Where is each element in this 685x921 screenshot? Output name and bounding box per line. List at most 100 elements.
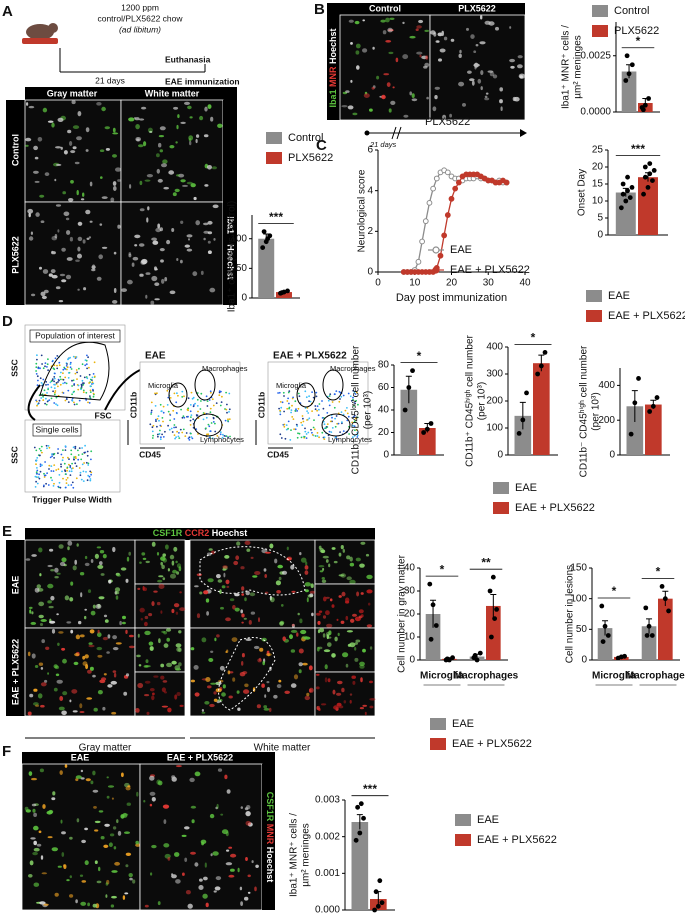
flow-event — [70, 484, 73, 486]
flow-event — [53, 457, 55, 459]
cell-speck — [161, 564, 165, 570]
cell-speck — [244, 540, 251, 546]
flow-event — [92, 392, 95, 395]
panel-label: B — [314, 1, 325, 18]
label: SSC — [9, 359, 19, 376]
cell-speck — [366, 624, 373, 628]
cell-speck — [207, 685, 212, 689]
flow-event — [209, 407, 212, 410]
cell-speck — [259, 647, 264, 652]
cell-speck — [116, 574, 121, 577]
bar — [400, 389, 418, 455]
flow-event — [90, 458, 92, 461]
flow-event — [79, 375, 82, 377]
flow-event — [226, 411, 228, 414]
cell-speck — [215, 876, 222, 881]
flow-event — [51, 378, 54, 380]
cell-speck — [290, 683, 297, 688]
cell-speck — [425, 55, 429, 60]
flow-event — [355, 391, 358, 394]
cell-speck — [204, 701, 210, 705]
cell-speck — [437, 32, 443, 37]
cell-speck — [101, 196, 108, 200]
flow-event — [84, 444, 86, 447]
cell-speck — [469, 78, 475, 82]
cell-speck — [325, 596, 330, 599]
flow-event — [45, 444, 48, 447]
data-point — [490, 574, 496, 580]
cell-speck — [39, 768, 45, 773]
data-point — [428, 636, 434, 642]
cell-speck — [112, 132, 119, 135]
flow-event — [288, 390, 291, 392]
cell-speck — [265, 653, 272, 657]
flow-event — [83, 451, 86, 454]
flow-event — [340, 395, 343, 398]
flow-event — [83, 376, 86, 379]
cell-speck — [322, 615, 327, 619]
cell-speck — [416, 51, 423, 55]
flow-event — [167, 424, 170, 427]
cell-speck — [54, 178, 57, 182]
cell-speck — [65, 217, 70, 221]
cell-speck — [86, 697, 93, 700]
label: Microglia — [276, 381, 307, 390]
flow-event — [80, 478, 83, 481]
cell-speck — [48, 605, 54, 609]
cell-speck — [125, 673, 130, 677]
cell-speck — [173, 603, 180, 608]
flow-event — [209, 430, 212, 432]
cell-speck — [106, 776, 109, 779]
cell-speck — [77, 288, 80, 291]
cell-speck — [113, 186, 117, 191]
cell-speck — [85, 778, 91, 782]
flow-event — [312, 426, 315, 429]
cell-speck — [51, 122, 55, 128]
cell-speck — [319, 628, 325, 633]
cell-speck — [360, 592, 364, 595]
cell-speck — [269, 543, 274, 549]
data-point — [353, 837, 359, 843]
flow-event — [328, 404, 331, 407]
cell-speck — [409, 35, 416, 39]
flow-event — [71, 400, 74, 402]
flow-event — [353, 414, 356, 417]
cell-speck — [323, 596, 327, 602]
flow-event — [67, 401, 70, 403]
flow-event — [342, 394, 345, 397]
flow-event — [60, 371, 62, 374]
flow-event — [68, 470, 71, 473]
flow-event — [89, 395, 91, 397]
cell-speck — [162, 159, 168, 164]
cell-speck — [324, 664, 328, 670]
cell-speck — [128, 645, 135, 649]
flow-event — [67, 389, 70, 392]
stain-name: CSF1R — [265, 792, 275, 822]
cell-speck — [115, 167, 122, 172]
cell-speck — [209, 703, 215, 708]
flow-event — [89, 479, 92, 482]
cell-speck — [186, 234, 193, 238]
cell-speck — [173, 546, 178, 552]
cell-speck — [321, 577, 325, 580]
cell-speck — [232, 605, 236, 610]
cell-speck — [210, 682, 217, 685]
cell-speck — [341, 105, 348, 108]
cell-speck — [308, 687, 314, 693]
cell-speck — [99, 223, 103, 226]
cell-speck — [104, 823, 110, 827]
cell-speck — [53, 687, 58, 692]
cell-speck — [34, 665, 39, 668]
flow-event — [36, 358, 38, 361]
flow-event — [339, 431, 341, 433]
flow-event — [302, 417, 304, 420]
cell-speck — [54, 567, 59, 573]
stain-name: Hoechst — [212, 528, 248, 538]
y-tick-label: 60 — [378, 382, 390, 393]
cell-speck — [161, 278, 165, 284]
cell-speck — [161, 630, 166, 634]
cell-speck — [144, 621, 148, 627]
data-point — [623, 78, 629, 83]
line-marker — [441, 232, 448, 239]
flow-event — [87, 356, 89, 359]
